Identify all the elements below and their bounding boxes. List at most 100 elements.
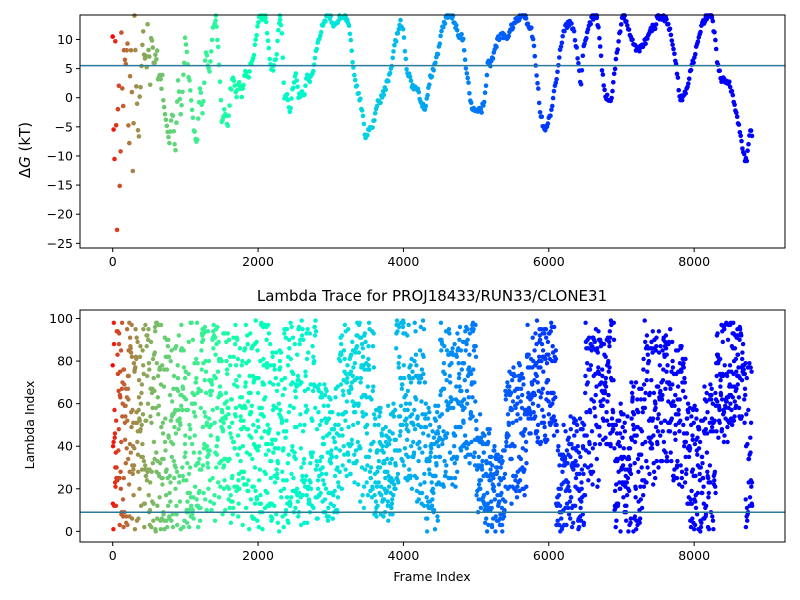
lambda-point xyxy=(713,484,718,489)
delta-g-point xyxy=(669,38,675,43)
delta-g-point xyxy=(386,78,391,84)
lambda-point xyxy=(601,418,606,423)
delta-g-point xyxy=(255,24,260,29)
lambda-point xyxy=(653,424,659,430)
lambda-point xyxy=(555,448,561,453)
lambda-point xyxy=(190,507,195,513)
lambda-point xyxy=(421,503,427,508)
lambda-point xyxy=(215,369,221,374)
lambda-point xyxy=(668,386,673,391)
lambda-point xyxy=(235,384,240,389)
lambda-point xyxy=(170,524,176,530)
lambda-point xyxy=(119,439,124,445)
lambda-point xyxy=(184,520,190,525)
lambda-point xyxy=(288,320,293,325)
lambda-point xyxy=(171,458,176,464)
lambda-point xyxy=(743,361,748,366)
lambda-point xyxy=(375,503,380,508)
lambda-point xyxy=(541,369,546,374)
lambda-point xyxy=(174,344,179,349)
delta-g-point xyxy=(548,113,553,118)
lambda-point xyxy=(684,471,689,477)
lambda-point xyxy=(506,422,512,428)
lambda-point xyxy=(731,418,737,423)
lambda-point xyxy=(256,375,261,381)
lambda-point xyxy=(533,414,538,419)
lambda-point xyxy=(242,346,248,351)
lambda-point xyxy=(397,433,403,438)
lambda-point xyxy=(491,475,496,481)
lambda-point xyxy=(381,514,386,519)
lambda-point xyxy=(285,363,291,368)
delta-g-point xyxy=(163,117,169,123)
lambda-point xyxy=(596,329,601,334)
lambda-point xyxy=(647,471,652,477)
lambda-point xyxy=(656,384,661,389)
lambda-point xyxy=(500,458,505,464)
lambda-point xyxy=(256,424,261,430)
lambda-point xyxy=(129,424,134,430)
lambda-point xyxy=(493,529,498,534)
lambda-point xyxy=(705,469,710,474)
lambda-point xyxy=(439,412,445,417)
lambda-point xyxy=(321,441,327,447)
lambda-point xyxy=(695,435,700,440)
lambda-point xyxy=(561,422,566,428)
lambda-point xyxy=(689,501,694,506)
delta-g-point xyxy=(576,61,581,66)
delta-g-point xyxy=(243,70,249,75)
lambda-point xyxy=(675,384,681,389)
lambda-point xyxy=(255,518,260,523)
delta-g-point xyxy=(580,53,586,59)
delta-g-point xyxy=(604,92,610,98)
lambda-point xyxy=(595,350,600,355)
lambda-point xyxy=(179,322,184,328)
lambda-point xyxy=(577,416,583,421)
lambda-point xyxy=(167,473,172,479)
lambda-point xyxy=(140,348,145,353)
lambda-point xyxy=(711,429,716,434)
lambda-point xyxy=(271,363,277,368)
lambda-point xyxy=(336,422,341,428)
lambda-point xyxy=(205,329,211,334)
delta-g-point xyxy=(732,102,737,107)
lambda-point xyxy=(575,463,580,468)
lambda-point xyxy=(225,371,230,377)
lambda-point xyxy=(474,418,479,423)
y-tick-label: 0 xyxy=(65,90,73,105)
lambda-point xyxy=(331,493,336,498)
lambda-point xyxy=(471,348,477,353)
lambda-point xyxy=(148,480,153,485)
lambda-point xyxy=(322,497,328,502)
lambda-point xyxy=(168,480,173,485)
lambda-point xyxy=(175,388,181,394)
lambda-point xyxy=(206,465,211,470)
lambda-point xyxy=(148,339,154,345)
lambda-point xyxy=(704,450,710,455)
lambda-point xyxy=(522,493,527,498)
lambda-point xyxy=(427,458,432,464)
lambda-point xyxy=(371,331,376,336)
lambda-point xyxy=(747,361,752,366)
delta-g-point xyxy=(217,79,223,84)
lambda-point xyxy=(592,405,597,411)
lambda-point xyxy=(344,399,350,404)
lambda-point xyxy=(387,441,392,447)
delta-g-point xyxy=(483,83,489,88)
lambda-point xyxy=(397,414,403,419)
lambda-point xyxy=(326,416,332,421)
delta-g-point xyxy=(748,128,754,133)
lambda-point xyxy=(348,471,353,477)
lambda-point xyxy=(127,469,132,474)
lambda-point xyxy=(331,427,337,432)
lambda-point xyxy=(642,318,647,323)
lambda-point xyxy=(134,335,139,340)
lambda-point xyxy=(532,392,537,398)
lambda-point xyxy=(358,375,363,381)
delta-g-point xyxy=(213,13,219,18)
lambda-point xyxy=(739,378,745,383)
delta-g-point xyxy=(365,132,370,138)
lambda-point xyxy=(326,514,331,519)
lambda-point xyxy=(224,358,229,364)
lambda-point xyxy=(482,520,488,525)
